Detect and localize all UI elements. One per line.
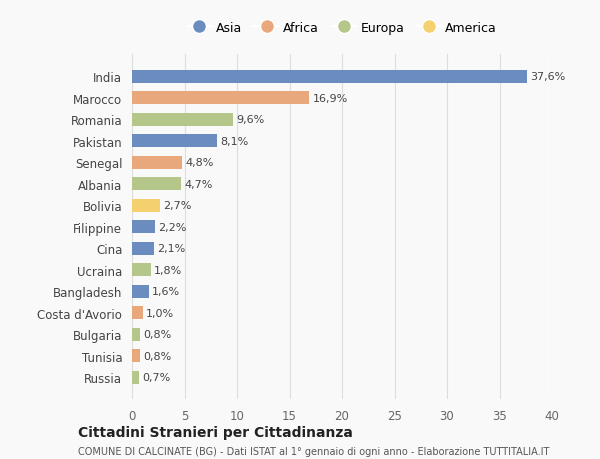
Text: 0,7%: 0,7% bbox=[143, 372, 171, 382]
Text: 37,6%: 37,6% bbox=[530, 72, 565, 82]
Bar bbox=[132, 307, 143, 319]
Bar bbox=[132, 371, 139, 384]
Bar bbox=[132, 157, 182, 169]
Text: 8,1%: 8,1% bbox=[220, 136, 248, 146]
Bar bbox=[132, 71, 527, 84]
Text: 9,6%: 9,6% bbox=[236, 115, 264, 125]
Text: 0,8%: 0,8% bbox=[143, 351, 172, 361]
Text: 1,8%: 1,8% bbox=[154, 265, 182, 275]
Bar bbox=[132, 242, 154, 255]
Bar bbox=[132, 328, 140, 341]
Text: 2,2%: 2,2% bbox=[158, 222, 187, 232]
Text: 0,8%: 0,8% bbox=[143, 330, 172, 339]
Bar bbox=[132, 178, 181, 191]
Bar bbox=[132, 199, 160, 212]
Text: 2,7%: 2,7% bbox=[163, 201, 192, 211]
Text: 16,9%: 16,9% bbox=[313, 94, 348, 104]
Text: 1,0%: 1,0% bbox=[146, 308, 174, 318]
Text: 4,8%: 4,8% bbox=[185, 158, 214, 168]
Bar bbox=[132, 113, 233, 127]
Text: 2,1%: 2,1% bbox=[157, 244, 185, 254]
Text: 4,7%: 4,7% bbox=[185, 179, 213, 189]
Bar bbox=[132, 92, 310, 105]
Legend: Asia, Africa, Europa, America: Asia, Africa, Europa, America bbox=[182, 17, 502, 39]
Bar bbox=[132, 263, 151, 276]
Text: 1,6%: 1,6% bbox=[152, 286, 180, 297]
Bar bbox=[132, 349, 140, 362]
Bar bbox=[132, 285, 149, 298]
Text: Cittadini Stranieri per Cittadinanza: Cittadini Stranieri per Cittadinanza bbox=[78, 425, 353, 439]
Bar bbox=[132, 221, 155, 234]
Text: COMUNE DI CALCINATE (BG) - Dati ISTAT al 1° gennaio di ogni anno - Elaborazione : COMUNE DI CALCINATE (BG) - Dati ISTAT al… bbox=[78, 447, 550, 456]
Bar bbox=[132, 135, 217, 148]
